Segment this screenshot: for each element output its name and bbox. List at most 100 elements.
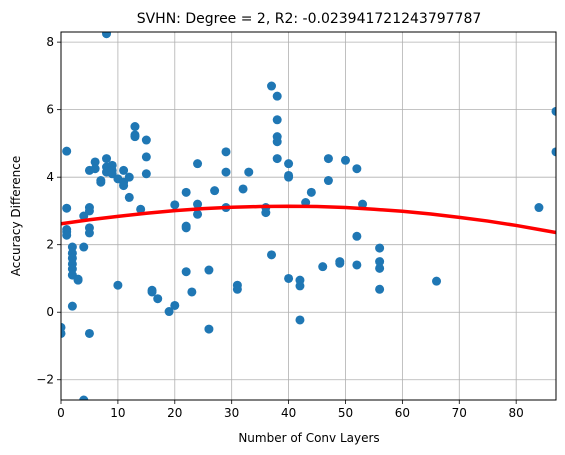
x-tick-label: 20	[167, 406, 182, 420]
data-point	[119, 181, 129, 191]
data-point	[352, 260, 362, 270]
data-point	[170, 200, 180, 210]
data-point	[193, 199, 203, 209]
data-point	[340, 155, 350, 165]
data-point	[352, 231, 362, 241]
data-point	[84, 206, 94, 216]
data-point	[272, 91, 282, 101]
data-point	[323, 154, 333, 164]
data-point	[323, 176, 333, 186]
data-point	[61, 328, 66, 338]
data-point	[375, 284, 385, 294]
data-point	[141, 135, 151, 145]
data-point	[67, 301, 77, 311]
plot-area	[60, 31, 557, 401]
data-point	[90, 157, 100, 167]
data-point	[267, 81, 277, 91]
plot-background	[61, 32, 556, 400]
data-point	[130, 122, 140, 132]
data-point	[306, 187, 316, 197]
data-point	[221, 147, 231, 157]
data-point	[119, 165, 129, 175]
data-point	[272, 137, 282, 147]
data-point	[358, 199, 368, 209]
x-tick-label: 10	[110, 406, 125, 420]
plot-frame	[60, 31, 557, 401]
data-point	[141, 169, 151, 179]
data-point	[352, 164, 362, 174]
scatter-points	[61, 32, 556, 400]
data-point	[375, 243, 385, 253]
data-point	[141, 152, 151, 162]
y-tick-label: 6	[46, 103, 54, 117]
data-point	[62, 146, 72, 156]
y-tick-label: 2	[46, 238, 54, 252]
y-axis-ticks: −2 0 2 4 6 8	[36, 35, 61, 387]
data-point	[102, 154, 112, 164]
data-point	[79, 395, 89, 400]
data-point	[181, 267, 191, 277]
chart-title: SVHN: Degree = 2, R2: -0.023941721243797…	[137, 11, 482, 27]
data-point	[84, 328, 94, 338]
data-point	[170, 300, 180, 310]
data-point	[284, 159, 294, 169]
y-tick-label: 8	[46, 35, 54, 49]
data-point	[102, 32, 112, 39]
x-tick-label: 50	[338, 406, 353, 420]
data-point	[193, 159, 203, 169]
data-point	[272, 154, 282, 164]
data-point	[295, 281, 305, 291]
data-point	[90, 164, 100, 174]
data-point	[79, 242, 89, 252]
data-point	[147, 287, 157, 297]
x-tick-label: 40	[281, 406, 296, 420]
data-point	[204, 265, 214, 275]
data-point	[261, 208, 271, 218]
data-point	[73, 275, 83, 285]
x-axis-ticks: 0 10 20 30 40 50 60 70 80	[57, 400, 524, 420]
data-point	[62, 203, 72, 213]
data-point	[124, 172, 134, 182]
data-point	[238, 184, 248, 194]
x-axis-label: Number of Conv Layers	[238, 431, 379, 445]
y-tick-label: 0	[46, 305, 54, 319]
data-point	[551, 147, 556, 157]
data-point	[136, 204, 146, 214]
data-point	[375, 263, 385, 273]
data-point	[272, 115, 282, 125]
data-point	[244, 167, 254, 177]
data-point	[193, 209, 203, 219]
data-point	[335, 258, 345, 268]
data-point	[96, 177, 106, 187]
data-point	[181, 223, 191, 233]
data-point	[318, 262, 328, 272]
data-point	[284, 273, 294, 283]
data-point	[534, 203, 544, 213]
data-point	[221, 167, 231, 177]
x-tick-label: 80	[509, 406, 524, 420]
x-tick-label: 70	[452, 406, 467, 420]
data-point	[267, 250, 277, 260]
data-point	[124, 192, 134, 202]
y-axis-label: Accuracy Difference	[9, 156, 23, 276]
x-tick-label: 60	[395, 406, 410, 420]
y-tick-label: −2	[36, 373, 54, 387]
data-point	[153, 294, 163, 304]
data-point	[84, 228, 94, 238]
x-tick-label: 30	[224, 406, 239, 420]
data-point	[551, 106, 556, 116]
data-point	[164, 307, 174, 317]
data-point	[187, 287, 197, 297]
data-point	[284, 172, 294, 182]
fit-curve	[61, 204, 556, 235]
data-point	[204, 324, 214, 334]
y-tick-label: 4	[46, 170, 54, 184]
data-point	[295, 315, 305, 325]
data-point	[130, 132, 140, 142]
data-point	[432, 276, 442, 286]
data-point	[232, 284, 242, 294]
data-point	[375, 257, 385, 267]
x-tick-label: 0	[57, 406, 65, 420]
data-point	[62, 230, 72, 240]
